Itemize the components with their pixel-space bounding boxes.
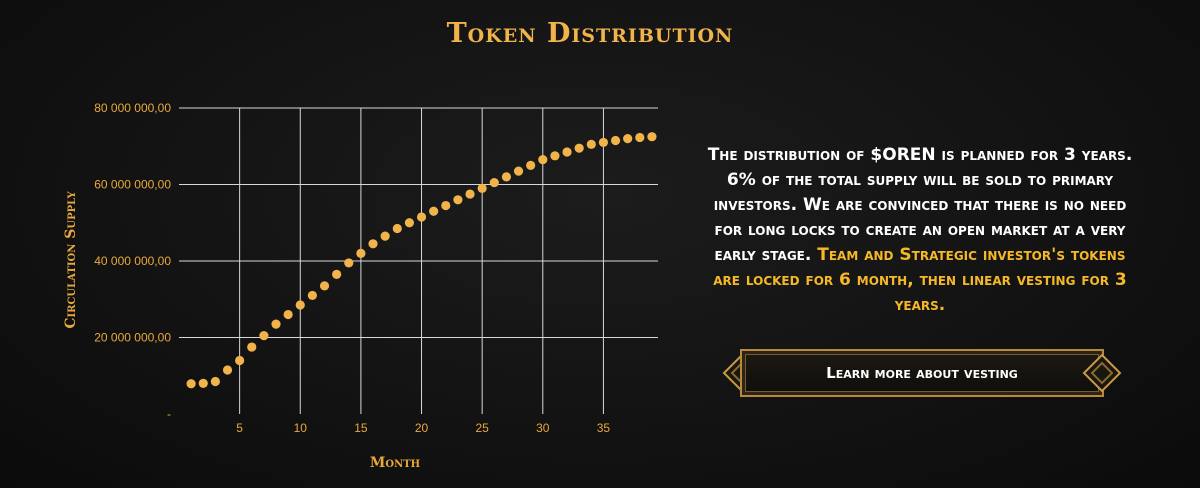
x-tick-label: 25 (475, 421, 489, 435)
data-point (404, 218, 415, 228)
y-tick-label: 40 000 000,00 (94, 254, 171, 268)
y-axis-title: Circulation Supply (63, 190, 79, 328)
x-tick-label: 30 (536, 421, 550, 435)
data-point (283, 309, 293, 320)
data-point (441, 200, 451, 211)
data-point (635, 132, 645, 143)
y-tick-label: 20 000 000,00 (94, 331, 171, 345)
x-axis-ticks: 5 10 15 20 25 30 35 (236, 421, 610, 435)
data-point (550, 151, 560, 161)
x-tick-label: 5 (236, 421, 243, 435)
data-point (380, 231, 390, 241)
data-point (222, 365, 233, 375)
data-point (259, 330, 269, 341)
data-point (368, 239, 378, 249)
data-point (235, 355, 245, 366)
x-axis-title: Month (370, 455, 420, 471)
y-tick-label: 80 000 000,00 (94, 101, 171, 115)
data-point (465, 189, 475, 199)
data-point (623, 134, 633, 144)
data-point (538, 155, 548, 165)
data-point (526, 160, 536, 170)
data-point (574, 143, 584, 153)
x-tick-label: 20 (415, 421, 429, 435)
data-point (586, 139, 596, 149)
data-point (210, 376, 220, 387)
vesting-button-frame: Learn more about vesting (722, 346, 1122, 400)
x-tick-label: 10 (294, 421, 308, 435)
x-tick-label: 35 (597, 421, 611, 435)
data-point (271, 319, 281, 329)
data-point (198, 378, 208, 388)
data-point (416, 212, 427, 222)
y-tick-label: 60 000 000,00 (94, 178, 171, 192)
data-point (186, 379, 196, 389)
data-point (247, 342, 257, 352)
page-title: Token Distribution (446, 18, 734, 49)
ornament-right-icon (1082, 353, 1122, 393)
data-point (307, 290, 317, 301)
data-point (344, 258, 354, 268)
data-point (489, 177, 499, 188)
y-tick-label: - (167, 407, 171, 421)
data-point (295, 300, 305, 310)
data-point (610, 135, 621, 146)
description-highlight: Team and Strategic investor's tokens are… (713, 245, 1127, 315)
data-point (477, 183, 487, 193)
data-point (453, 195, 463, 205)
data-point (356, 248, 366, 258)
x-tick-label: 15 (354, 421, 368, 435)
data-point (392, 223, 402, 234)
data-point (319, 281, 330, 291)
learn-more-vesting-button[interactable]: Learn more about vesting (740, 349, 1104, 397)
distribution-description: The distribution of $OREN is planned for… (700, 143, 1140, 318)
data-point (562, 147, 572, 157)
chart-grid (179, 107, 658, 414)
data-point (501, 172, 512, 182)
data-point (513, 166, 524, 176)
data-point (647, 132, 657, 142)
description-text: The distribution of $OREN is planned for… (707, 145, 1133, 265)
data-points (186, 132, 657, 389)
data-point (429, 206, 439, 216)
y-axis-ticks: - 20 000 000,00 40 000 000,00 60 000 000,00… (94, 101, 171, 421)
supply-chart: - 20 000 000,00 40 000 000,00 60 000 000,00… (63, 101, 658, 471)
data-point (598, 137, 609, 148)
data-point (332, 269, 342, 279)
